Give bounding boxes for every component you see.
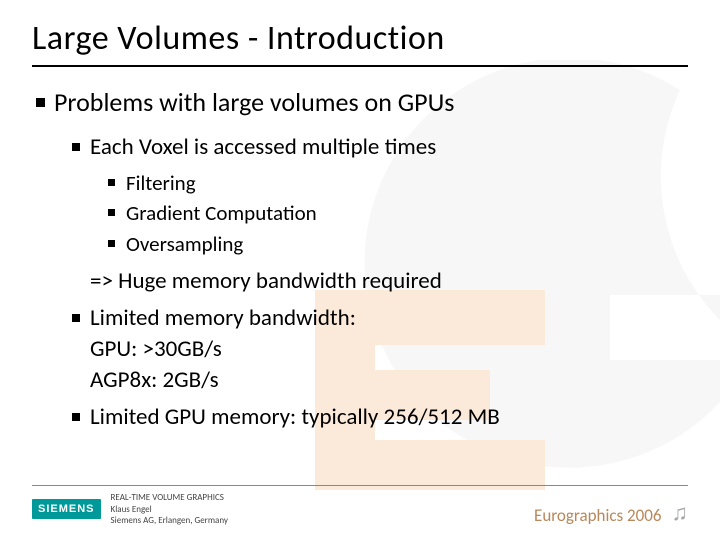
bullet-voxel: Each Voxel is accessed multiple times	[90, 132, 688, 163]
bullet-gradient: Gradient Computation	[126, 199, 688, 227]
bullet-arrow: => Huge memory bandwidth required	[90, 266, 688, 297]
bullet-oversampling: Oversampling	[126, 230, 688, 258]
music-note-icon: ♫	[672, 500, 689, 526]
bullet-filtering: Filtering	[126, 169, 688, 197]
footer-credits: REAL-TIME VOLUME GRAPHICS Klaus Engel Si…	[111, 492, 228, 526]
bullet-memory: Limited GPU memory: typically 256/512 MB	[90, 402, 688, 433]
footer: SIEMENS REAL-TIME VOLUME GRAPHICS Klaus …	[32, 485, 688, 526]
footer-right: Eurographics 2006 ♫	[534, 500, 688, 526]
bullet-bandwidth: Limited memory bandwidth: GPU: >30GB/s A…	[90, 303, 688, 396]
footer-left: SIEMENS REAL-TIME VOLUME GRAPHICS Klaus …	[32, 492, 228, 526]
siemens-logo: SIEMENS	[32, 499, 101, 519]
conference-label: Eurographics 2006	[534, 505, 661, 526]
slide: Large Volumes - Introduction Problems wi…	[0, 0, 720, 540]
slide-content: Problems with large volumes on GPUs Each…	[32, 85, 688, 433]
bullet-heading: Problems with large volumes on GPUs	[54, 85, 688, 120]
slide-title: Large Volumes - Introduction	[32, 18, 688, 67]
